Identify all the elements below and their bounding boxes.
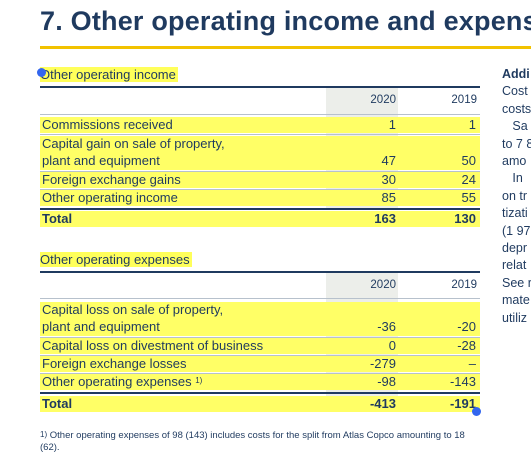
row-value-2019: -20 [457,319,476,334]
income-year-2020: 2020 [370,94,396,106]
expenses-header-rule [40,271,480,273]
footnote-marker: 1) [195,376,203,385]
row-label: Capital loss on divestment of business [42,338,264,353]
income-header-divider [40,114,480,115]
row-label: Capital loss on sale of property, [42,302,224,317]
row-label: Foreign exchange gains [42,172,181,187]
right-column-line: tizati [502,206,528,221]
expenses-heading-text: Other operating expenses [40,252,192,267]
income-row: Capital gain on sale of property, plant … [40,136,480,170]
right-column-line: depr [502,241,528,256]
row-divider [40,134,480,135]
expenses-heading: Other operating expenses [40,252,192,268]
row-divider [40,373,480,374]
row-value-2020: 47 [381,153,396,168]
row-value-2020: -98 [377,374,396,389]
right-column-line: (1 97 [502,223,531,238]
total-value-2019: 130 [454,211,476,226]
row-divider [40,171,480,172]
footnote-text: Other operating expenses of 98 (143) inc… [40,430,465,453]
income-total-row: Total 163 130 [40,211,480,227]
income-section: Other operating income 2020 2019 Commiss… [40,66,480,236]
total-label: Total [42,211,73,226]
right-column-line: relat [502,258,527,273]
right-column-line: on tr [502,188,528,203]
row-label-text: Other operating expenses [42,374,192,389]
income-heading-text: Other operating income [40,67,178,82]
row-value-2020: 30 [381,172,396,187]
row-label: Other operating expenses 1) [42,374,202,390]
title-rule [40,46,531,49]
row-value-2019: -143 [449,374,476,389]
total-value-2020: 163 [374,211,396,226]
right-column-line: utiliz [502,310,528,325]
row-value-2019: -28 [457,338,476,353]
income-heading: Other operating income [40,67,178,83]
expenses-header-divider [40,298,480,299]
income-row: Foreign exchange gains 30 24 [40,172,480,188]
row-value-2019: 1 [468,117,476,132]
row-divider [40,337,480,338]
expenses-row: Foreign exchange losses -279 – [40,356,480,372]
total-divider [40,208,480,210]
right-column-line: Sa [502,119,528,134]
expenses-year-2020: 2020 [370,279,396,291]
total-label: Total [42,396,73,411]
page-title: 7. Other operating income and expense [40,6,531,36]
expenses-year-2019: 2019 [451,279,477,291]
row-label-line2: plant and equipment [42,319,160,334]
row-value-2019: 50 [461,153,476,168]
total-value-2020: -413 [369,396,396,411]
row-value-2019: – [468,356,476,371]
income-row: Other operating income 85 55 [40,190,480,206]
row-value-2019: 24 [461,172,476,187]
right-column-line: In [502,171,523,186]
row-label: Capital gain on sale of property, [42,136,225,151]
right-column-line: Addi [502,67,530,81]
expenses-total-row: Total -413 -191 [40,396,480,412]
total-divider [40,392,480,394]
right-column-line: mate [502,293,530,308]
expenses-row: Capital loss on sale of property, plant … [40,302,480,336]
row-label: Foreign exchange losses [42,356,187,371]
right-column-line: costs [502,101,531,116]
row-divider [40,189,480,190]
total-value-2019: -191 [449,396,476,411]
footnote: 1) Other operating expenses of 98 (143) … [40,430,480,454]
right-column-line: Cost [502,84,528,99]
row-value-2020: -279 [369,356,396,371]
expenses-row: Other operating expenses 1) -98 -143 [40,374,480,390]
expenses-section: Other operating expenses 2020 2019 Capit… [40,252,480,424]
row-label: Other operating income [42,190,178,205]
row-value-2020: 0 [388,338,396,353]
row-value-2020: 1 [388,117,396,132]
row-value-2020: -36 [377,319,396,334]
expenses-row: Capital loss on divestment of business 0… [40,338,480,354]
row-value-2019: 55 [461,190,476,205]
income-year-2019: 2019 [451,94,477,106]
right-column-line: See r [502,275,531,290]
right-column-text: Addi Cost costs Sa to 7 8 amo In on tr t… [502,66,531,327]
selection-handle-start[interactable] [37,68,46,77]
row-label-line2: plant and equipment [42,153,160,168]
row-divider [40,355,480,356]
income-header-rule [40,86,480,88]
right-column-line: amo [502,154,527,169]
footnote-number: 1) [40,430,48,439]
selection-handle-end[interactable] [472,407,481,416]
right-column-line: to 7 8 [502,136,531,151]
row-label: Commissions received [42,117,173,132]
row-value-2020: 85 [381,190,396,205]
income-row: Commissions received 1 1 [40,117,480,133]
